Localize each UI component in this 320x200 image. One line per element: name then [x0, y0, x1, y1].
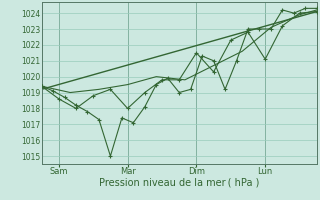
X-axis label: Pression niveau de la mer ( hPa ): Pression niveau de la mer ( hPa )	[99, 177, 260, 187]
